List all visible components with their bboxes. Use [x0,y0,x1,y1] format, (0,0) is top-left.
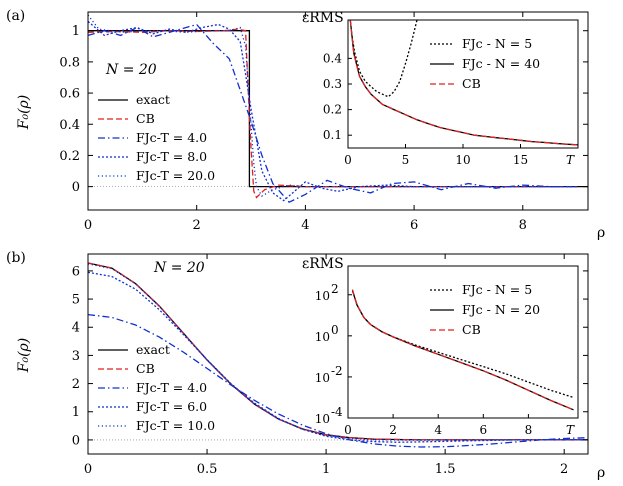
x-tick-label: 0.5 [197,462,218,477]
y-tick-label: 4 [72,321,80,336]
inset-x-tick-label: 0 [344,423,352,437]
inset-legend: FJc - N = 5 FJc - N = 20 CB [430,282,540,337]
x-tick-label: 8 [519,218,527,233]
x-tick-label: 6 [410,218,418,233]
inset-x-tick-label: 2 [389,423,397,437]
y-tick-label: 3 [72,349,80,364]
inset-legend-label: FJc - N = 5 [462,282,532,297]
y-tick-label: 0.4 [59,118,80,133]
x-tick-label: 4 [301,218,309,233]
legend: exact CB FJc-T = 4.0 FJc-T = 8.0 FJc-T = 20.… [98,92,215,183]
legend-label: FJc-T = 6.0 [136,399,207,414]
x-tick-label: 1.5 [435,462,456,477]
x-tick-label: 0 [84,462,92,477]
inset-legend-label: FJc - N = 5 [462,36,532,51]
y-tick-label: 5 [72,293,80,308]
inset-x-axis-label: T [566,153,575,167]
inset-series-line-0 [350,20,418,98]
legend-label: CB [136,361,155,376]
inset-y-tick-label: 10 [315,289,330,303]
inset-legend: FJc - N = 5 FJc - N = 40 CB [430,36,540,91]
chart-panel-a: 0 2 4 6 8 0 0.2 0.4 0.6 0.8 1 (a) ρ F₀(ρ) N = 20 exact C… [6,8,605,241]
inset-x-tick-label: 6 [479,423,487,437]
y-tick-label: 0.6 [59,87,80,102]
plot-frame [87,11,589,211]
panel-label: (a) [6,8,25,24]
y-tick-label: 0 [72,180,80,195]
legend-label: FJc-T = 4.0 [136,380,207,395]
inset-legend-label: FJc - N = 40 [462,56,540,71]
x-axis-label: ρ [597,465,605,481]
inset-series-line-2 [351,289,574,411]
inset-x-tick-label: 4 [434,423,442,437]
inset-y-tick-label: 0.2 [323,103,342,117]
inset-legend-label: CB [462,76,481,91]
inset-y-tick-label: 0.3 [323,77,342,91]
legend-label: FJc-T = 20.0 [136,168,215,183]
inset-series [349,20,578,146]
inset-y-axis-label: εRMS [302,10,344,26]
y-tick-label: 0 [72,433,80,448]
inset-frame [347,265,579,419]
inset-y-axis-label: εRMS [302,256,344,272]
y-tick-label: 2 [72,377,80,392]
inset-x-tick-label: 15 [513,153,528,167]
inset-y-tick-label: 10 [315,412,330,426]
inset-y-tick-label: 10 [315,371,330,385]
x-axis-label: ρ [597,225,605,241]
inset-background [348,266,578,418]
plot-frame [87,253,589,455]
legend-label: exact [136,342,170,357]
inset-series-line-0 [351,290,574,399]
legend: exact CB FJc-T = 4.0 FJc-T = 6.0 FJc-T = 10.… [98,342,215,433]
inset-y-tick-exponent: -2 [331,364,343,378]
inset-legend-label: CB [462,322,481,337]
n-annotation: N = 20 [105,62,157,78]
inset-y-tick-exponent: -4 [331,405,343,419]
series-line-4 [87,263,588,441]
inset-y-tick-exponent: 0 [331,323,339,337]
inset-y-tick-label: 10 [315,330,330,344]
x-tick-label: 1 [322,462,330,477]
x-tick-label: 0 [84,218,92,233]
y-tick-label: 6 [72,264,80,279]
y-axis-label: F₀(ρ) [16,95,32,130]
inset-x-axis-label: T [566,423,575,437]
inset-x-tick-label: 8 [525,423,533,437]
inset-series-line-2 [349,20,578,146]
y-tick-label: 0.2 [59,149,80,164]
inset-x-tick-label: 10 [455,153,470,167]
inset-background [348,20,578,148]
y-tick-label: 1 [72,24,80,39]
x-tick-label: 2 [560,462,568,477]
legend-label: FJc-T = 4.0 [136,130,207,145]
inset-x-tick-label: 5 [402,153,410,167]
legend-label: CB [136,111,155,126]
legend-label: exact [136,92,170,107]
inset-y-tick-label: 0.4 [323,51,342,65]
y-tick-label: 1 [72,405,80,420]
panel-label: (b) [6,250,26,266]
inset-y-tick-label: 0.1 [323,128,342,142]
inset-x-tick-label: 0 [344,153,352,167]
legend-label: FJc-T = 10.0 [136,418,215,433]
x-tick-label: 2 [193,218,201,233]
y-tick-label: 0.8 [59,55,80,70]
inset-legend-label: FJc - N = 20 [462,302,540,317]
n-annotation: N = 20 [153,260,205,276]
legend-label: FJc-T = 8.0 [136,149,207,164]
series-line-2 [87,23,578,203]
inset-series [351,289,574,411]
inset-y-tick-exponent: 2 [331,282,339,296]
y-axis-label: F₀(ρ) [16,338,32,373]
